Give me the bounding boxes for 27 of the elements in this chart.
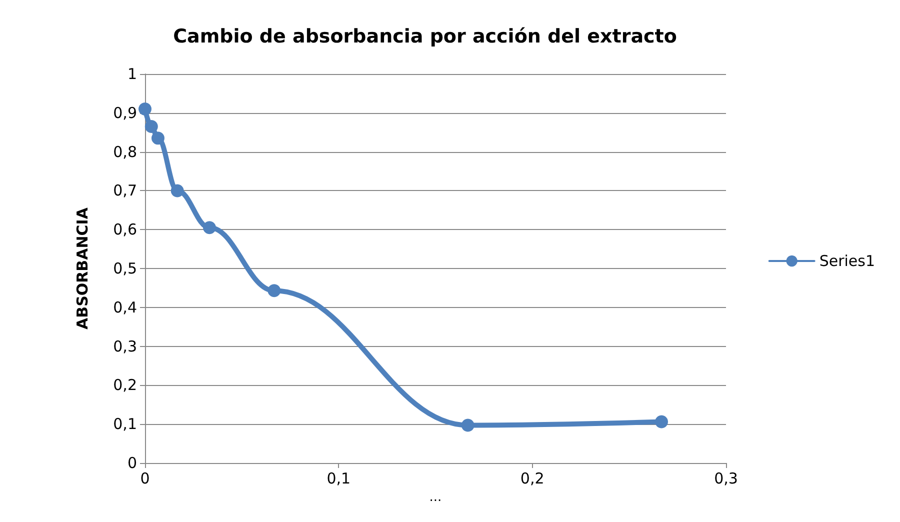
point (203, 221, 216, 234)
legend-label: Series1 (819, 252, 875, 270)
y-axis-title: ABSORBANCIA (74, 207, 92, 330)
y-tick-label: 0,8 (113, 142, 137, 161)
y-tick-label: 0,3 (113, 337, 137, 356)
x-tick-label: 0,2 (520, 470, 544, 488)
x-tick-label: 0,3 (714, 470, 738, 488)
point (151, 132, 164, 145)
point (170, 184, 184, 198)
point (144, 120, 158, 134)
y-tick-label: 0,4 (113, 298, 137, 316)
y-tick-label: 0,9 (113, 104, 137, 122)
y-tick-label: 1 (127, 65, 137, 83)
y-tick-label: 0,2 (113, 376, 137, 394)
x-axis-title: ... (429, 490, 442, 505)
y-tick-label: 0,6 (113, 220, 137, 239)
y-tick-label: 0 (127, 454, 137, 472)
y-tick-label: 0,7 (113, 182, 137, 200)
x-tick-label: 0 (140, 470, 150, 488)
point (461, 418, 474, 432)
y-tick-label: 0,1 (113, 415, 137, 434)
y-tick-label: 0,5 (113, 260, 137, 278)
point (138, 102, 152, 116)
point (655, 415, 668, 428)
chart-title: Cambio de absorbancia por acción del extracto (173, 26, 677, 48)
x-tick-label: 0,1 (326, 470, 351, 488)
point (268, 284, 281, 298)
